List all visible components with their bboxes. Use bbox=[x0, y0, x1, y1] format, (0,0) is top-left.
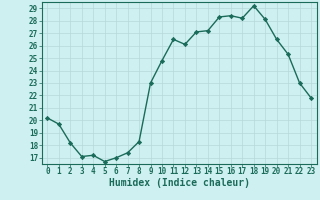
X-axis label: Humidex (Indice chaleur): Humidex (Indice chaleur) bbox=[109, 178, 250, 188]
